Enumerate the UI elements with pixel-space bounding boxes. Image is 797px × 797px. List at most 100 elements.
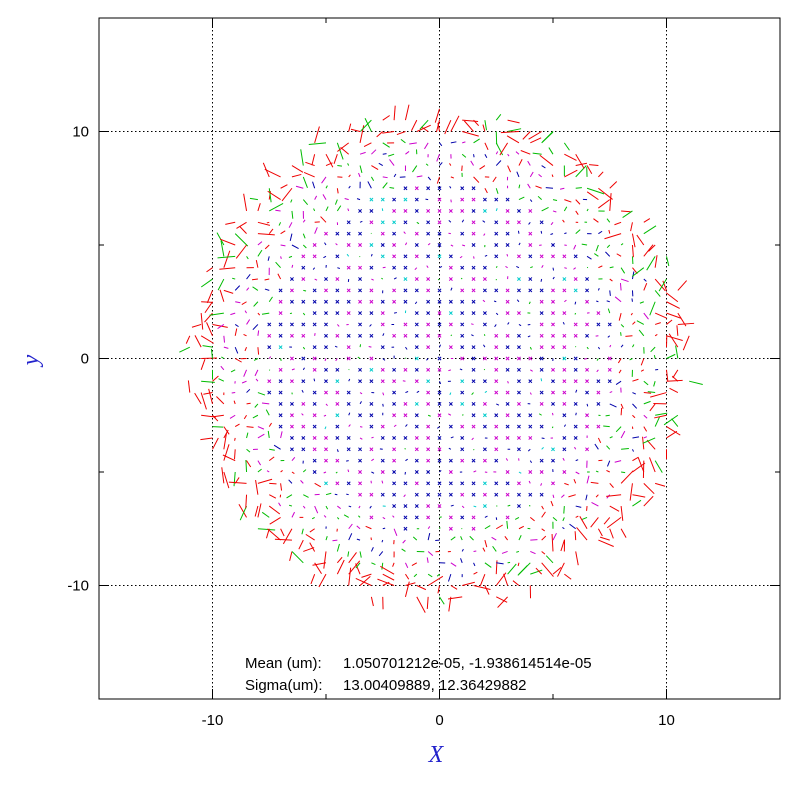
vector-point — [358, 243, 363, 247]
vector-point — [324, 390, 328, 395]
vector-point — [392, 435, 397, 440]
vector-arrow — [575, 459, 579, 462]
vector-arrow — [336, 517, 340, 520]
vector-point — [596, 311, 601, 316]
vector-arrow — [303, 494, 309, 498]
vector-arrow — [461, 219, 465, 223]
vector-point — [392, 243, 397, 247]
vector-arrow — [416, 390, 420, 393]
vector-arrow — [569, 523, 576, 530]
vector-point — [505, 367, 510, 372]
vector-point — [403, 481, 408, 486]
vector-arrow — [586, 191, 599, 201]
vector-arrow — [268, 228, 274, 234]
vector-point — [312, 322, 317, 327]
vector-arrow — [584, 358, 588, 360]
vector-arrow — [389, 159, 395, 166]
vector-point — [289, 413, 294, 418]
vector-arrow — [201, 301, 213, 303]
vector-arrow — [393, 105, 396, 121]
vector-arrow — [643, 225, 657, 235]
vector-arrow — [672, 369, 679, 379]
vector-arrow — [252, 286, 259, 291]
vector-arrow — [650, 346, 656, 353]
vector-point — [505, 390, 510, 395]
vector-arrow — [223, 346, 229, 349]
vector-point — [312, 243, 317, 247]
vector-arrow — [470, 323, 474, 325]
vector-arrow — [300, 149, 304, 166]
vector-point — [403, 401, 408, 406]
vector-point — [392, 208, 397, 213]
vector-arrow — [364, 118, 372, 132]
vector-point — [358, 481, 363, 486]
vector-point — [528, 277, 533, 282]
vector-arrow — [461, 153, 467, 158]
vector-arrow — [473, 154, 475, 158]
vector-arrow — [586, 165, 593, 174]
vector-point — [482, 492, 487, 497]
vector-point — [471, 424, 476, 429]
vector-point — [516, 254, 521, 259]
vector-arrow — [597, 346, 601, 350]
vector-point — [551, 254, 555, 259]
vector-arrow — [606, 516, 622, 529]
vector-point — [448, 277, 453, 282]
vector-point — [289, 424, 294, 429]
vector-point — [289, 277, 294, 282]
vector-arrow — [243, 369, 248, 377]
vector-arrow — [606, 469, 610, 473]
vector-arrow — [666, 353, 676, 359]
vector-arrow — [505, 458, 509, 461]
vector-point — [324, 231, 328, 236]
vector-point — [392, 401, 397, 406]
vector-arrow — [401, 548, 406, 552]
vector-arrow — [370, 253, 373, 257]
vector-arrow — [275, 261, 281, 269]
vector-point — [426, 401, 431, 406]
vector-arrow — [426, 596, 429, 609]
y-tick-label: -10 — [67, 578, 89, 595]
vector-arrow — [545, 555, 554, 564]
vector-arrow — [484, 390, 488, 393]
vector-arrow — [598, 539, 614, 547]
vector-arrow — [348, 174, 351, 178]
vector-arrow — [461, 505, 465, 509]
vector-point — [324, 345, 328, 350]
vector-point — [551, 345, 555, 350]
vector-arrow — [314, 227, 318, 234]
vector-point — [392, 390, 397, 395]
vector-arrow — [257, 347, 260, 355]
vector-arrow — [325, 185, 328, 189]
vector-arrow — [257, 312, 261, 316]
vector-arrow — [291, 551, 304, 564]
vector-point — [460, 345, 465, 350]
vector-point — [573, 322, 578, 327]
vector-arrow — [595, 470, 599, 473]
vector-arrow — [479, 573, 486, 586]
vector-point — [437, 288, 442, 293]
vector-point — [346, 401, 351, 406]
vector-arrow — [246, 319, 251, 325]
vector-point — [324, 379, 328, 384]
vector-point — [426, 424, 431, 429]
vector-arrow — [216, 396, 225, 405]
vector-point — [562, 356, 567, 361]
vector-arrow — [312, 267, 316, 270]
vector-point — [403, 254, 408, 259]
vector-arrow — [576, 527, 588, 541]
vector-arrow — [267, 256, 270, 261]
vector-arrow — [675, 345, 679, 359]
vector-arrow — [495, 208, 498, 212]
vector-point — [403, 288, 408, 293]
vector-arrow — [606, 460, 611, 467]
vector-arrow — [427, 526, 431, 530]
vector-arrow — [405, 357, 407, 359]
vector-arrow — [348, 185, 351, 189]
vector-point — [335, 424, 340, 429]
vector-arrow — [605, 414, 610, 417]
vector-arrow — [632, 378, 639, 382]
vector-arrow — [529, 460, 533, 463]
y-tick-label: 10 — [72, 124, 89, 141]
vector-arrow — [473, 176, 480, 183]
